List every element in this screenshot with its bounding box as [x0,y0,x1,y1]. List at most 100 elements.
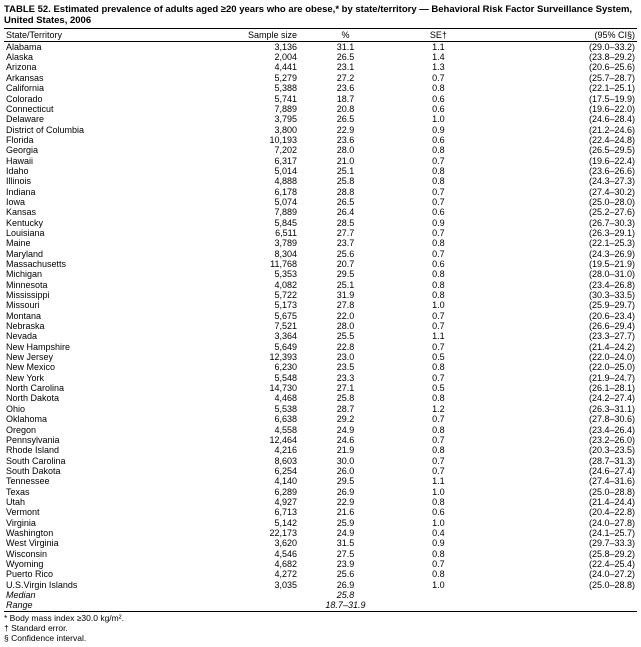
cell-sample: 5,142 [206,518,299,528]
cell-sample: 12,393 [206,352,299,362]
cell-pct: 22.9 [299,125,392,135]
table-row: U.S.Virgin Islands3,03526.91.0(25.0–28.8… [4,580,637,590]
cell-se: 1.0 [392,300,485,310]
cell-state: Texas [4,487,206,497]
cell-ci: (27.4–31.6) [485,476,637,486]
cell-state: Michigan [4,269,206,279]
cell-se: 0.7 [392,321,485,331]
cell-ci: (22.4–25.4) [485,559,637,569]
cell-state: New York [4,373,206,383]
cell-se: 0.8 [392,83,485,93]
cell-sample: 3,364 [206,331,299,341]
cell-pct: 20.8 [299,104,392,114]
cell-state: Tennessee [4,476,206,486]
cell-pct: 24.9 [299,528,392,538]
cell-ci: (21.9–24.7) [485,373,637,383]
cell-ci: (20.6–23.4) [485,311,637,321]
table-row: Washington22,17324.90.4(24.1–25.7) [4,528,637,538]
table-row: South Dakota6,25426.00.7(24.6–27.4) [4,466,637,476]
median-pct: 25.8 [299,590,392,600]
cell-se: 1.0 [392,580,485,590]
cell-ci: (17.5–19.9) [485,94,637,104]
table-row: Michigan5,35329.50.8(28.0–31.0) [4,269,637,279]
cell-ci: (28.0–31.0) [485,269,637,279]
range-label: Range [4,600,206,611]
cell-pct: 31.9 [299,290,392,300]
cell-sample: 11,768 [206,259,299,269]
cell-se: 0.6 [392,104,485,114]
cell-pct: 21.6 [299,507,392,517]
table-row: Tennessee4,14029.51.1(27.4–31.6) [4,476,637,486]
cell-state: Vermont [4,507,206,517]
cell-se: 0.6 [392,259,485,269]
cell-sample: 6,178 [206,187,299,197]
cell-pct: 25.1 [299,280,392,290]
table-row: West Virginia3,62031.50.9(29.7–33.3) [4,538,637,548]
cell-sample: 4,682 [206,559,299,569]
cell-state: Virginia [4,518,206,528]
table-row: New Jersey12,39323.00.5(22.0–24.0) [4,352,637,362]
cell-se: 0.9 [392,125,485,135]
cell-ci: (24.1–25.7) [485,528,637,538]
cell-state: Oklahoma [4,414,206,424]
cell-state: Florida [4,135,206,145]
cell-se: 0.7 [392,187,485,197]
table-row: Oregon4,55824.90.8(23.4–26.4) [4,425,637,435]
cell-ci: (22.4–24.8) [485,135,637,145]
cell-pct: 23.7 [299,238,392,248]
cell-state: Montana [4,311,206,321]
cell-pct: 26.5 [299,197,392,207]
cell-state: Arkansas [4,73,206,83]
cell-se: 0.7 [392,559,485,569]
col-state-header: State/Territory [4,28,206,41]
table-title: TABLE 52. Estimated prevalence of adults… [4,4,637,27]
cell-se: 0.7 [392,156,485,166]
table-row: Iowa5,07426.50.7(25.0–28.0) [4,197,637,207]
table-row: Minnesota4,08225.10.8(23.4–26.8) [4,280,637,290]
table-row: Puerto Rico4,27225.60.8(24.0–27.2) [4,569,637,579]
cell-ci: (29.0–33.2) [485,41,637,52]
cell-state: Washington [4,528,206,538]
cell-se: 0.8 [392,290,485,300]
cell-sample: 7,202 [206,145,299,155]
table-row: Arizona4,44123.11.3(20.6–25.6) [4,62,637,72]
table-row: Alabama3,13631.11.1(29.0–33.2) [4,41,637,52]
cell-se: 0.6 [392,207,485,217]
cell-se: 0.8 [392,145,485,155]
cell-sample: 5,388 [206,83,299,93]
table-row: South Carolina8,60330.00.7(28.7–31.3) [4,456,637,466]
table-row: Virginia5,14225.91.0(24.0–27.8) [4,518,637,528]
cell-state: Missouri [4,300,206,310]
cell-state: Minnesota [4,280,206,290]
cell-state: Nebraska [4,321,206,331]
cell-ci: (25.8–29.2) [485,549,637,559]
cell-pct: 25.9 [299,518,392,528]
cell-pct: 22.0 [299,311,392,321]
cell-state: District of Columbia [4,125,206,135]
cell-pct: 27.7 [299,228,392,238]
cell-state: New Mexico [4,362,206,372]
cell-state: Oregon [4,425,206,435]
table-row: Nevada3,36425.51.1(23.3–27.7) [4,331,637,341]
cell-pct: 25.6 [299,249,392,259]
table-row: District of Columbia3,80022.90.9(21.2–24… [4,125,637,135]
cell-ci: (27.4–30.2) [485,187,637,197]
cell-pct: 28.0 [299,145,392,155]
cell-se: 0.8 [392,569,485,579]
table-row: New York5,54823.30.7(21.9–24.7) [4,373,637,383]
cell-ci: (24.6–28.4) [485,114,637,124]
cell-ci: (26.3–29.1) [485,228,637,238]
table-row: Delaware3,79526.51.0(24.6–28.4) [4,114,637,124]
cell-sample: 14,730 [206,383,299,393]
cell-se: 0.7 [392,73,485,83]
cell-ci: (23.6–26.6) [485,166,637,176]
cell-state: New Hampshire [4,342,206,352]
cell-sample: 6,230 [206,362,299,372]
col-sample-header: Sample size [206,28,299,41]
cell-se: 0.5 [392,383,485,393]
cell-se: 0.8 [392,176,485,186]
cell-se: 0.6 [392,507,485,517]
cell-state: North Dakota [4,393,206,403]
cell-sample: 5,845 [206,218,299,228]
cell-ci: (23.4–26.8) [485,280,637,290]
